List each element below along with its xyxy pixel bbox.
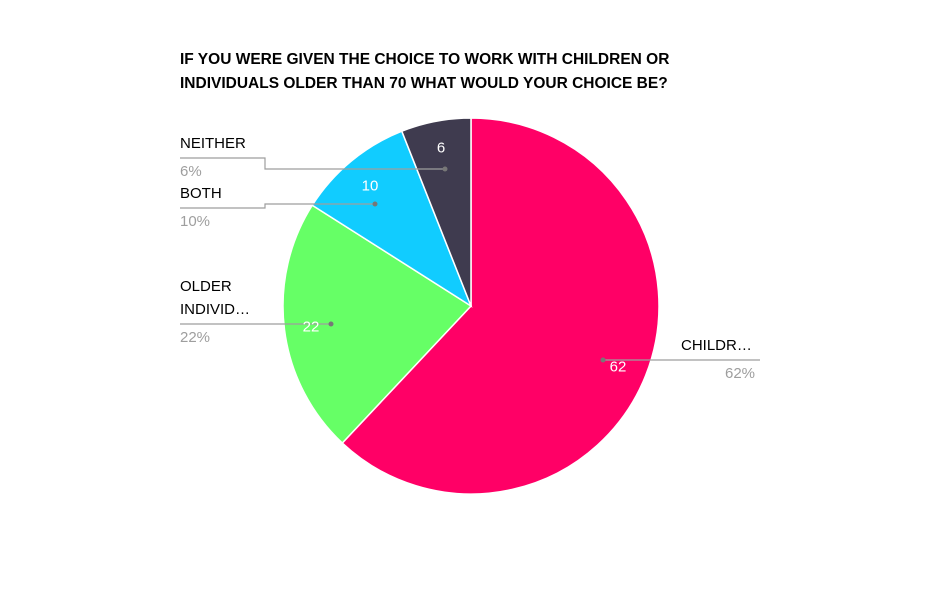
data-label-both: 10	[361, 177, 379, 195]
label-both: BOTH	[180, 185, 222, 202]
percent-both: 10%	[180, 213, 211, 230]
leader-line-both	[180, 203, 375, 209]
pie-slice-older	[282, 204, 473, 445]
label-older-line-1: OLDER	[180, 278, 232, 295]
label-neither: NEITHER	[180, 135, 246, 152]
leader-dot-children	[600, 357, 606, 363]
chart-title-line-2: INDIVIDUALS OLDER THAN 70 WHAT WOULD YOU…	[180, 75, 668, 92]
pie-slice-children	[341, 117, 660, 495]
chart-title: IF YOU WERE GIVEN THE CHOICE TO WORK WIT…	[180, 48, 800, 96]
data-label-children: 62	[609, 358, 627, 376]
leader-dot-both	[372, 201, 378, 207]
percent-neither: 6%	[180, 163, 202, 180]
pie-slice-both	[311, 130, 473, 308]
leader-dot-older	[328, 321, 334, 327]
data-label-neither: 6	[436, 139, 446, 157]
chart-title-line-1: IF YOU WERE GIVEN THE CHOICE TO WORK WIT…	[180, 51, 670, 68]
percent-older: 22%	[180, 329, 211, 346]
label-older-line-2: INDIVID…	[180, 301, 251, 318]
label-children: CHILDR…	[681, 337, 752, 354]
percent-children: 62%	[725, 365, 756, 382]
data-label-older: 22	[302, 318, 320, 336]
pie-slice-neither	[400, 117, 472, 307]
leader-line-neither	[180, 157, 445, 170]
leader-dot-neither	[442, 166, 448, 172]
